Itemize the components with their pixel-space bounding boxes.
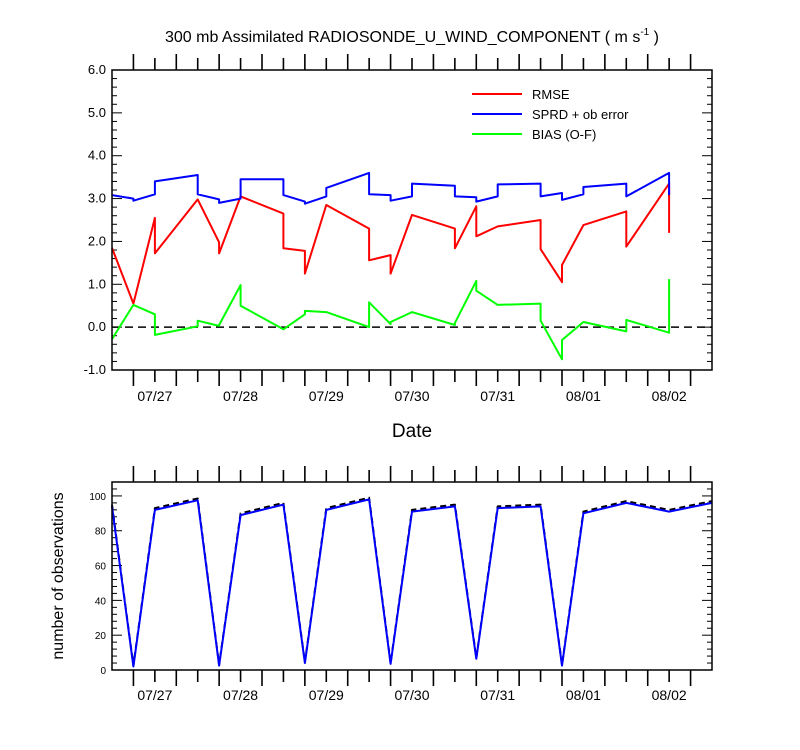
bottom-plot-frame [111,481,713,671]
x-tick-label: 07/28 [223,388,258,404]
x-tick-label: 07/31 [480,687,515,703]
y-tick-label: 1.0 [88,276,106,291]
x-tick-label: 07/29 [309,388,344,404]
series-line-rmse [111,182,671,305]
x-tick-label: 07/27 [137,388,172,404]
series-line-dashed [111,496,713,667]
x-tick-label: 07/27 [137,687,172,703]
x-tick-label: 07/31 [480,388,515,404]
y-tick-label: 100 [89,492,106,503]
y-tick-label: 3.0 [88,191,106,206]
y-tick-label: 0.0 [88,319,106,334]
top-axes: -1.0 0.0 1.0 2.0 3.0 4.0 5.0 6.0 07/27 07/28 07/29… [84,54,712,404]
chart-title: 300 mb Assimilated RADIOSONDE_U_WIND_COM… [165,27,659,46]
x-tick-label: 07/30 [394,388,429,404]
legend-label-rmse: RMSE [532,87,570,102]
chart-title-superscript: -1 [640,27,649,38]
y-tick-label: -1.0 [84,362,106,377]
x-tick-label: 07/28 [223,687,258,703]
top-plot: -1.0 0.0 1.0 2.0 3.0 4.0 5.0 6.0 07/27 07/28 07/29… [84,54,713,442]
y-tick-label: 20 [95,631,107,642]
y-tick-label: 40 [95,596,107,607]
x-tick-label: 08/01 [566,687,601,703]
series-line-solid [111,498,713,668]
top-plot-frame [111,69,713,371]
x-tick-label: 07/30 [394,687,429,703]
y-tick-label: 80 [95,527,107,538]
y-tick-label: 4.0 [88,148,106,163]
x-tick-label: 08/02 [652,687,687,703]
legend: RMSE SPRD + ob error BIAS (O-F) [472,87,629,142]
x-tick-label: 08/01 [566,388,601,404]
chart-title-end: ) [649,29,659,46]
x-tick-label: 08/02 [652,388,687,404]
x-tick-label: 07/29 [309,687,344,703]
series-line-bias-o-f [111,279,671,361]
y-axis-label: number of observations [50,492,67,659]
y-tick-label: 6.0 [88,62,106,77]
bottom-plot: 0 20 40 60 80 100 07/27 07/28 07/29 07/30 07/31 08/… [50,466,713,703]
bottom-series [111,496,713,668]
y-tick-label: 5.0 [88,105,106,120]
y-tick-label: 0 [100,666,106,677]
x-axis-label: Date [392,421,432,442]
series-line-sprd-ob-error [111,171,671,205]
bottom-axes: 0 20 40 60 80 100 07/27 07/28 07/29 07/30 07/31 08/… [89,466,712,703]
legend-label-bias-o-f: BIAS (O-F) [532,127,596,142]
y-tick-label: 2.0 [88,233,106,248]
top-series [111,171,671,361]
legend-label-sprd-ob-error: SPRD + ob error [532,107,629,122]
y-tick-label: 60 [95,562,107,573]
